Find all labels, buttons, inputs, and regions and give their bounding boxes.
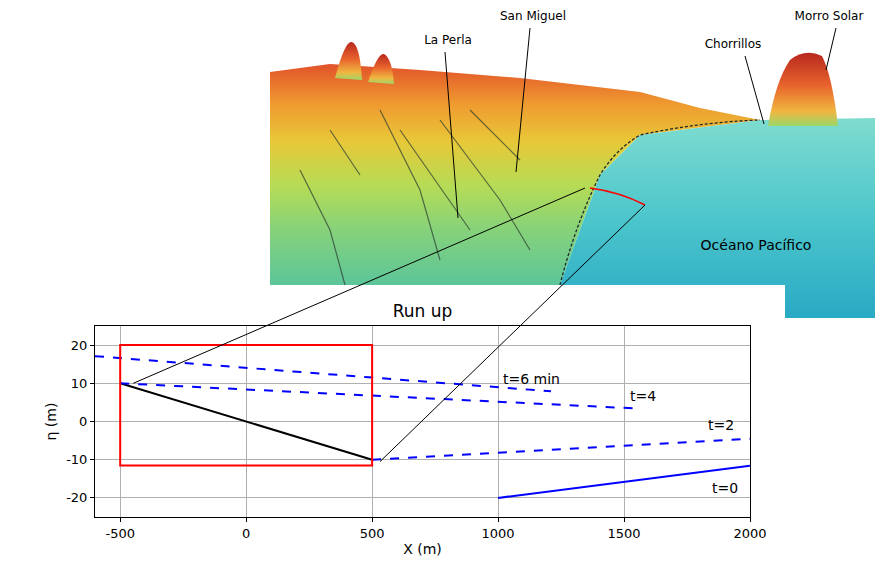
svg-text:1500: 1500 <box>607 526 640 541</box>
svg-text:X (m): X (m) <box>403 541 442 557</box>
svg-text:500: 500 <box>360 526 385 541</box>
svg-text:20: 20 <box>71 338 88 353</box>
svg-text:0: 0 <box>242 526 250 541</box>
svg-text:San Miguel: San Miguel <box>500 9 566 23</box>
svg-text:Run up: Run up <box>393 301 453 321</box>
svg-text:Océano Pacífico: Océano Pacífico <box>701 237 812 253</box>
svg-text:0: 0 <box>79 414 87 429</box>
svg-text:t=2: t=2 <box>708 417 734 433</box>
svg-text:-10: -10 <box>66 452 87 467</box>
svg-text:Chorrillos: Chorrillos <box>705 37 762 51</box>
svg-text:-500: -500 <box>105 526 135 541</box>
svg-text:-20: -20 <box>66 490 87 505</box>
svg-text:1000: 1000 <box>482 526 515 541</box>
svg-text:t=4: t=4 <box>630 388 656 404</box>
svg-text:10: 10 <box>71 376 88 391</box>
svg-text:t=0: t=0 <box>712 480 738 496</box>
svg-text:t=6 min: t=6 min <box>503 371 560 387</box>
svg-text:η (m): η (m) <box>43 403 59 441</box>
svg-text:Morro Solar: Morro Solar <box>795 9 864 23</box>
svg-text:La Perla: La Perla <box>424 33 472 47</box>
svg-text:2000: 2000 <box>733 526 766 541</box>
